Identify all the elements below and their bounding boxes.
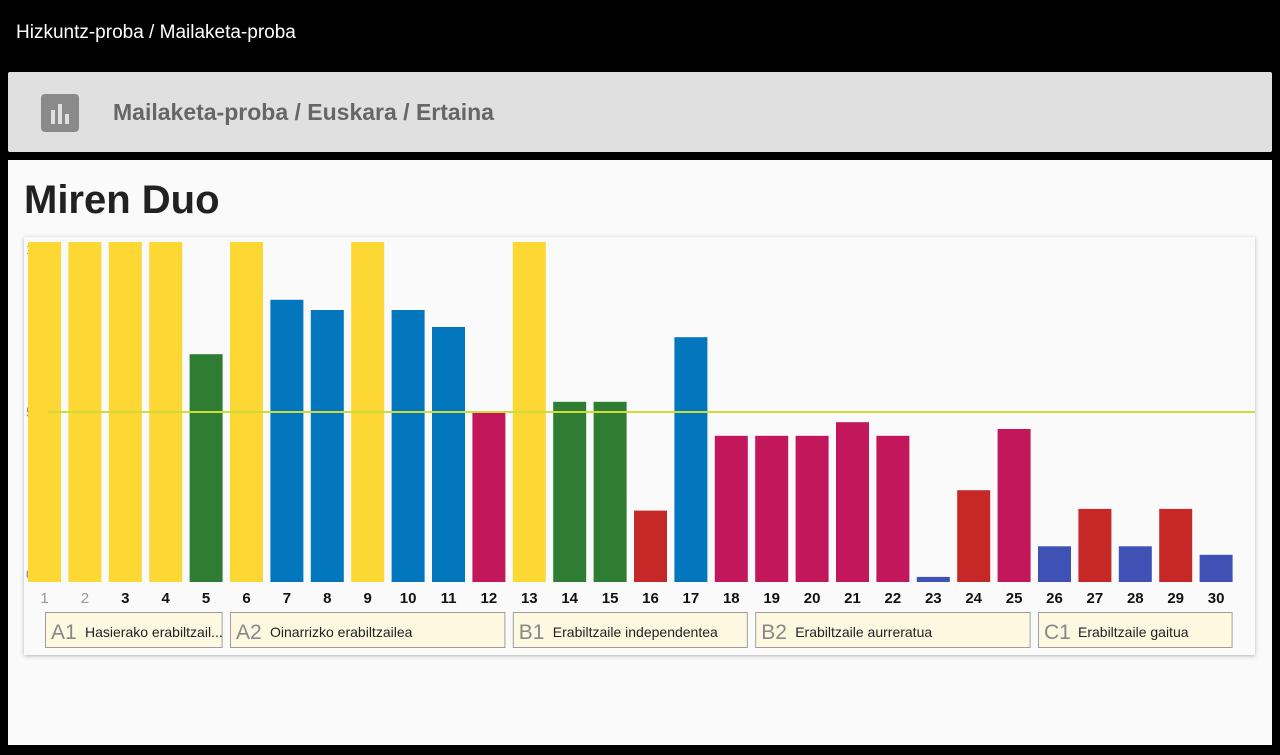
bar-21[interactable]: [836, 422, 869, 582]
bar-27[interactable]: [1078, 508, 1112, 582]
x-tick-label: 11: [441, 590, 457, 607]
x-tick-label: 7: [283, 590, 291, 607]
score-chart: 0510123456789101112131415161718192021222…: [26, 241, 1255, 648]
page-header: Mailaketa-proba / Euskara / Ertaina: [8, 72, 1272, 152]
x-tick-label: 21: [844, 590, 861, 607]
x-tick-label: 27: [1087, 590, 1104, 607]
x-tick-label: 25: [1006, 590, 1023, 607]
x-tick-label: 1: [40, 590, 48, 607]
bar-16[interactable]: [634, 510, 667, 582]
x-tick-label: 30: [1208, 590, 1225, 607]
bar-23[interactable]: [916, 576, 950, 582]
level-code: A1: [51, 621, 77, 644]
bar-20[interactable]: [795, 435, 829, 582]
bar-10[interactable]: [391, 310, 425, 582]
level-box-a2[interactable]: [230, 612, 506, 648]
bar-15[interactable]: [593, 401, 627, 582]
level-name: Erabiltzaile aurreratua: [795, 624, 932, 640]
x-tick-label: 17: [683, 590, 700, 607]
score-chart-card: 0510123456789101112131415161718192021222…: [24, 237, 1255, 655]
bar-25[interactable]: [997, 429, 1031, 582]
bar-5[interactable]: [189, 354, 223, 582]
level-box-a1[interactable]: [45, 612, 223, 648]
x-tick-label: 22: [885, 590, 902, 607]
x-tick-label: 14: [561, 590, 578, 607]
bar-12[interactable]: [472, 412, 506, 582]
level-box-b2[interactable]: [755, 612, 1031, 648]
level-code: A2: [236, 621, 262, 644]
bar-30[interactable]: [1199, 554, 1233, 582]
x-tick-label: 24: [965, 590, 982, 607]
bar-19[interactable]: [755, 435, 789, 582]
bar-22[interactable]: [876, 435, 910, 582]
x-tick-label: 10: [400, 590, 417, 607]
bar-8[interactable]: [310, 310, 344, 582]
results-panel: Miren Duo 051012345678910111213141516171…: [8, 160, 1272, 745]
bar-29[interactable]: [1159, 508, 1193, 582]
level-code: C1: [1044, 621, 1071, 644]
x-tick-label: 19: [763, 590, 780, 607]
x-tick-label: 16: [642, 590, 659, 607]
x-tick-label: 3: [121, 590, 129, 607]
bar-11[interactable]: [432, 327, 465, 582]
level-box-b1[interactable]: [512, 612, 748, 648]
app-bar: Hizkuntz-proba / Mailaketa-proba: [0, 0, 1280, 68]
x-tick-label: 6: [242, 590, 250, 607]
level-code: B1: [519, 621, 545, 644]
x-tick-label: 9: [364, 590, 372, 607]
level-name: Erabiltzaile gaitua: [1078, 624, 1189, 640]
bar-17[interactable]: [674, 337, 708, 582]
bar-24[interactable]: [957, 490, 991, 582]
level-box-c1[interactable]: [1038, 612, 1233, 648]
x-tick-label: 13: [521, 590, 538, 607]
level-name: Hasierako erabiltzail...: [85, 624, 223, 640]
x-tick-label: 4: [162, 590, 171, 607]
x-tick-label: 12: [481, 590, 498, 607]
x-tick-label: 23: [925, 590, 942, 607]
x-tick-label: 18: [723, 590, 740, 607]
x-tick-label: 8: [323, 590, 331, 607]
student-name: Miren Duo: [24, 178, 220, 222]
level-code: B2: [761, 621, 787, 644]
x-tick-label: 20: [804, 590, 821, 607]
x-tick-label: 5: [202, 590, 210, 607]
bar-7[interactable]: [270, 299, 304, 582]
level-name: Erabiltzaile independentea: [553, 624, 718, 640]
x-tick-label: 29: [1167, 590, 1184, 607]
app-title: Hizkuntz-proba / Mailaketa-proba: [16, 22, 296, 43]
bar-chart-icon: [41, 94, 79, 132]
level-name: Oinarrizko erabiltzailea: [270, 624, 413, 640]
breadcrumb: Mailaketa-proba / Euskara / Ertaina: [113, 99, 494, 125]
x-tick-label: 2: [81, 590, 89, 607]
x-tick-label: 28: [1127, 590, 1144, 607]
bar-26[interactable]: [1038, 546, 1071, 582]
x-tick-label: 15: [602, 590, 619, 607]
bar-28[interactable]: [1118, 546, 1152, 582]
bar-14[interactable]: [553, 401, 587, 582]
bar-18[interactable]: [714, 435, 748, 582]
x-tick-label: 26: [1046, 590, 1063, 607]
